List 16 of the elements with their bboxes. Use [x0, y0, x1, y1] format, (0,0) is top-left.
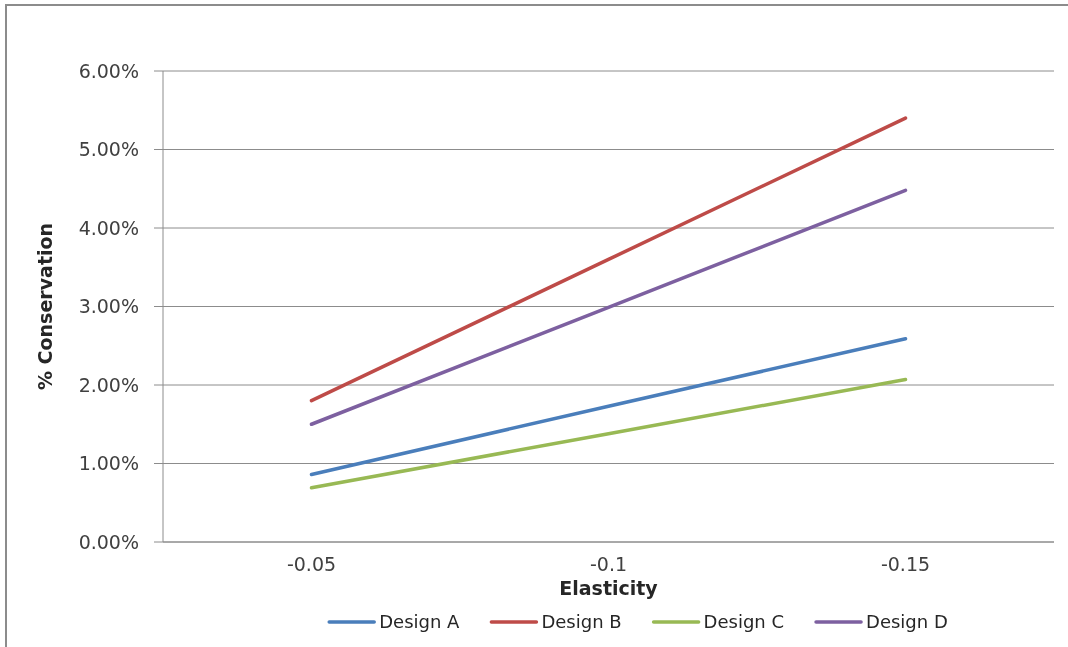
y-tick-label: 5.00% [78, 138, 139, 161]
x-tick-label: -0.05 [286, 553, 337, 576]
legend-label: Design B [541, 611, 622, 633]
y-tick-label: 4.00% [78, 216, 139, 239]
legend-label: Design D [866, 611, 948, 633]
y-tick-label: 1.00% [78, 452, 139, 475]
x-axis-title: Elasticity [559, 576, 659, 599]
y-tick-label: 0.00% [78, 530, 139, 553]
y-tick-label: 6.00% [78, 59, 139, 82]
y-tick-label: 3.00% [78, 295, 139, 318]
x-tick-label: -0.15 [880, 553, 931, 576]
legend-label: Design C [703, 611, 785, 633]
legend-label: Design A [379, 611, 461, 633]
x-tick-label: -0.1 [589, 553, 628, 576]
y-tick-label: 2.00% [78, 373, 139, 396]
y-axis-title: % Conservation [33, 222, 56, 391]
